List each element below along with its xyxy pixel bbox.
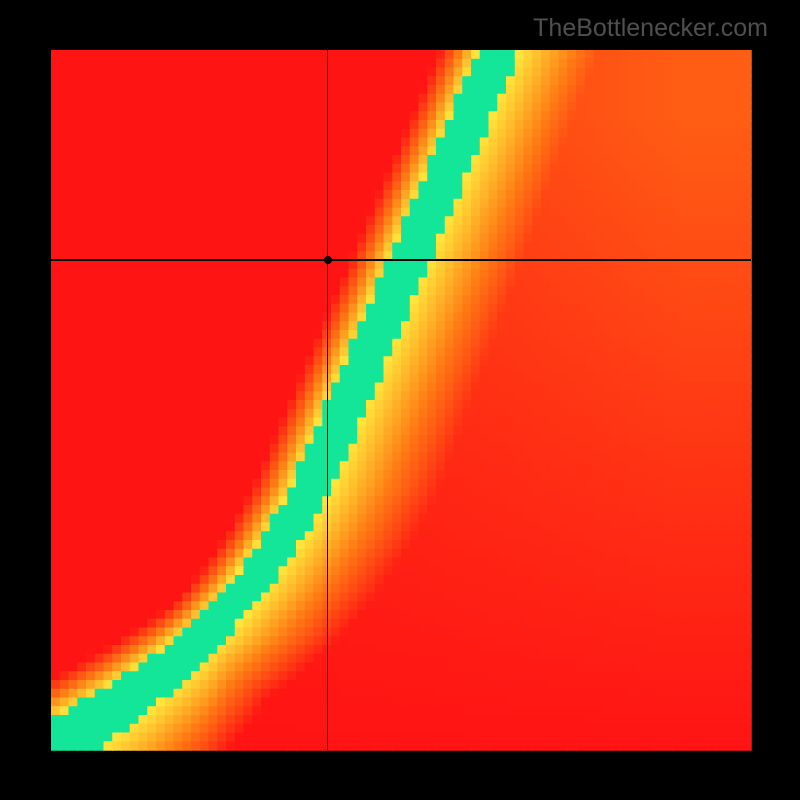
crosshair-horizontal xyxy=(51,259,751,261)
heatmap-canvas xyxy=(0,0,800,800)
watermark-text: TheBottlenecker.com xyxy=(533,14,768,43)
bottleneck-heatmap: { "canvas": { "width": 800, "height": 80… xyxy=(0,0,800,800)
crosshair-vertical xyxy=(327,50,329,750)
crosshair-dot xyxy=(324,256,332,264)
